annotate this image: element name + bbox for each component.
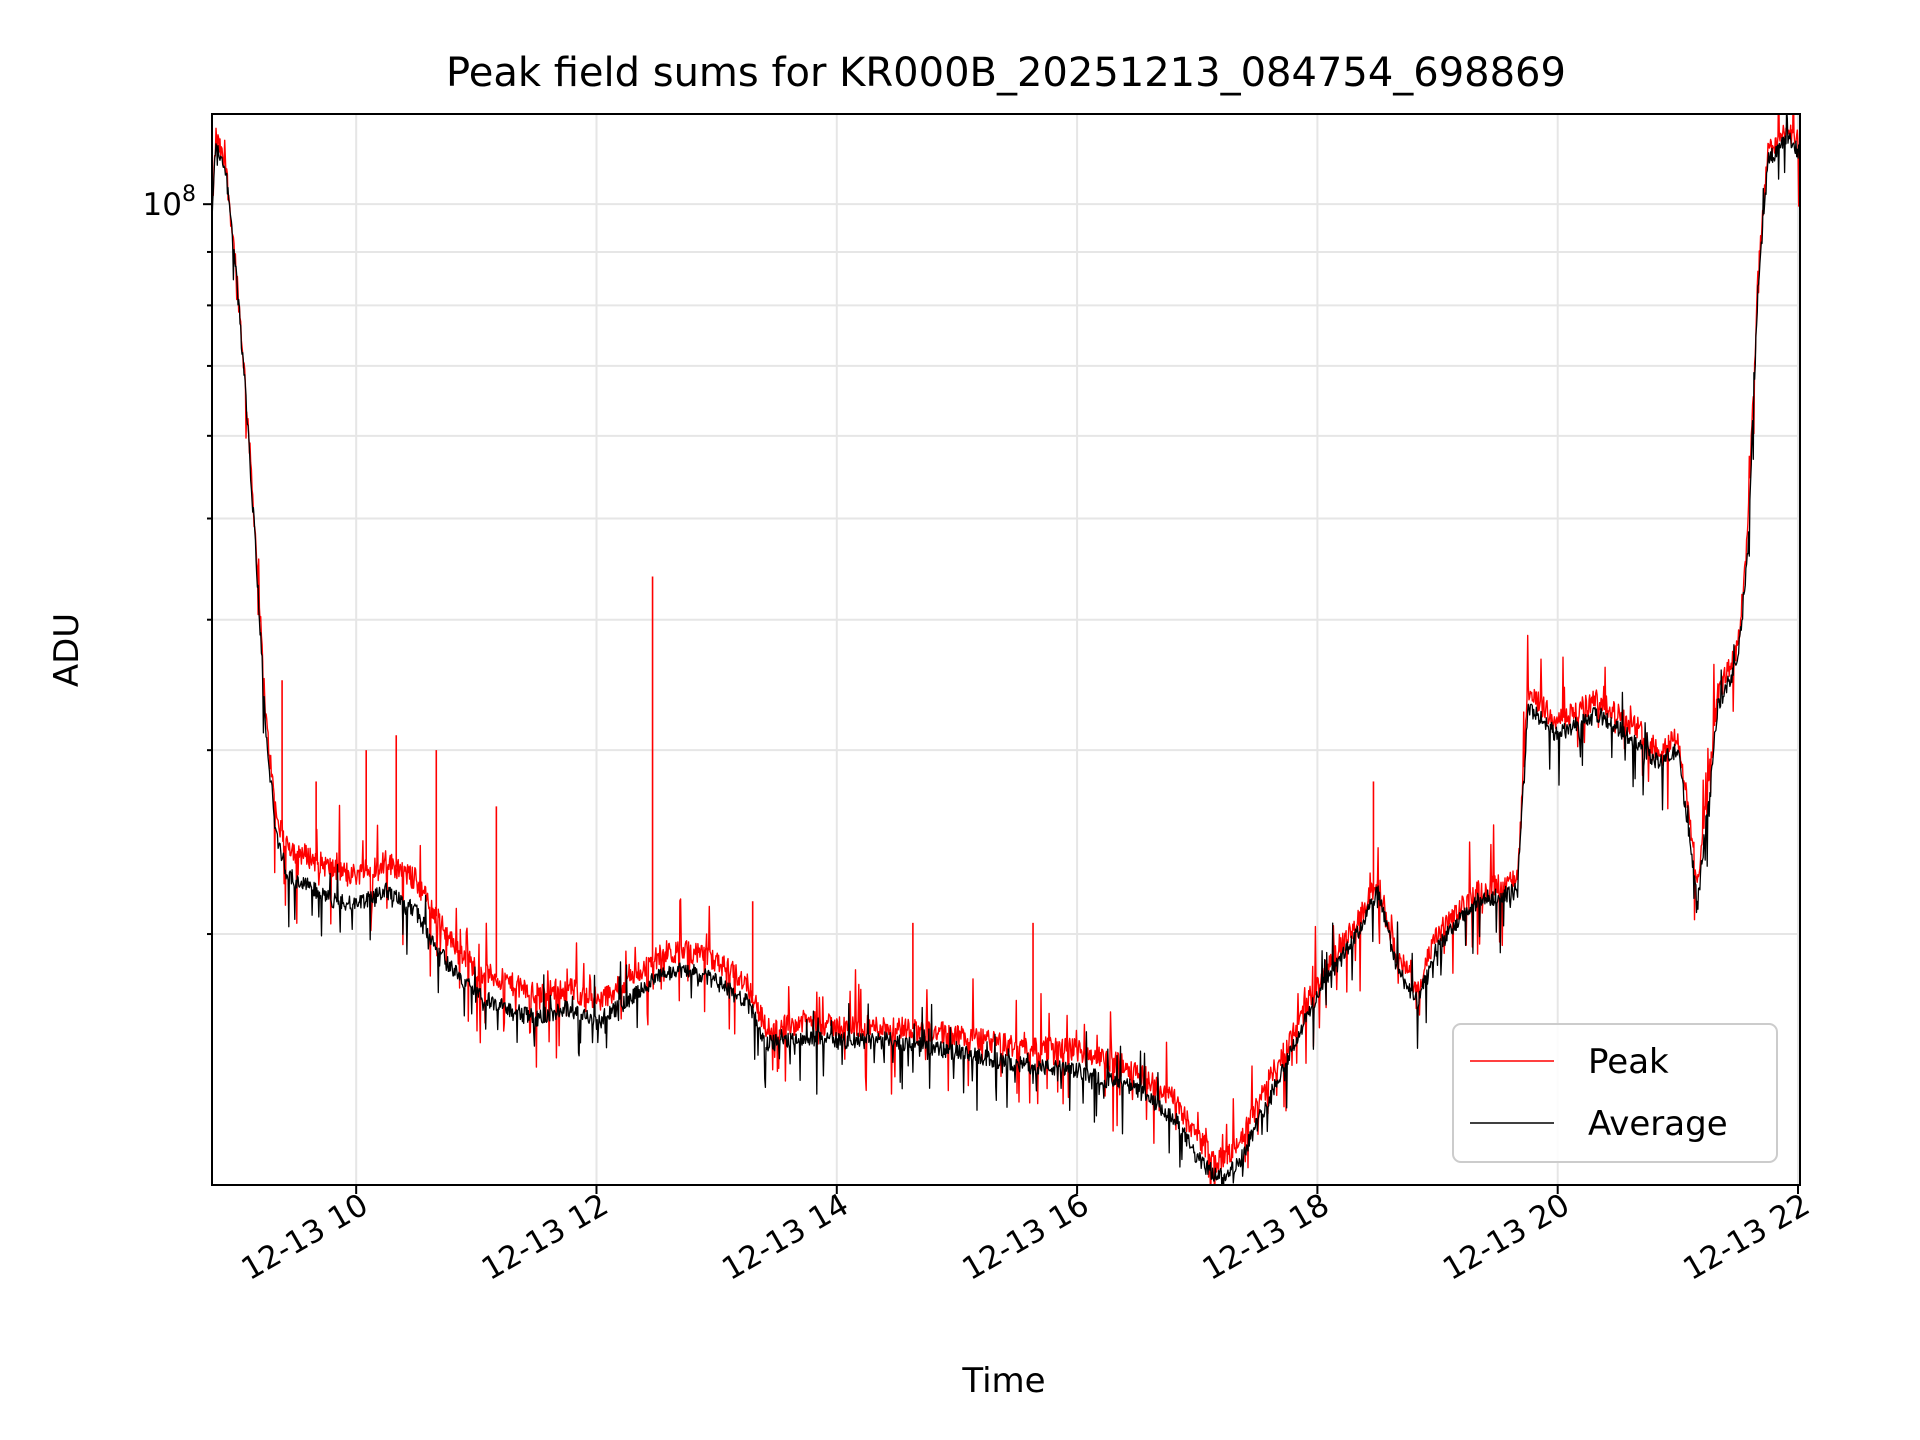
y-tick-label: 108 (143, 182, 196, 223)
y-axis: 108 (143, 182, 212, 936)
plot-frame (211, 113, 1801, 1186)
chart-title: Peak field sums for KR000B_20251213_0847… (446, 50, 1566, 96)
series-line-peak (212, 114, 1800, 1185)
legend-label-average: Average (1588, 1104, 1728, 1144)
y-axis-label: ADU (47, 613, 87, 687)
x-axis-label: Time (961, 1361, 1045, 1401)
series-line-average (212, 114, 1800, 1185)
series-layer (212, 114, 1800, 1185)
legend-box (1452, 1023, 1778, 1163)
legend-label-peak: Peak (1588, 1042, 1669, 1082)
grid (212, 114, 1800, 1185)
legend: Peak Average (1452, 1023, 1778, 1163)
